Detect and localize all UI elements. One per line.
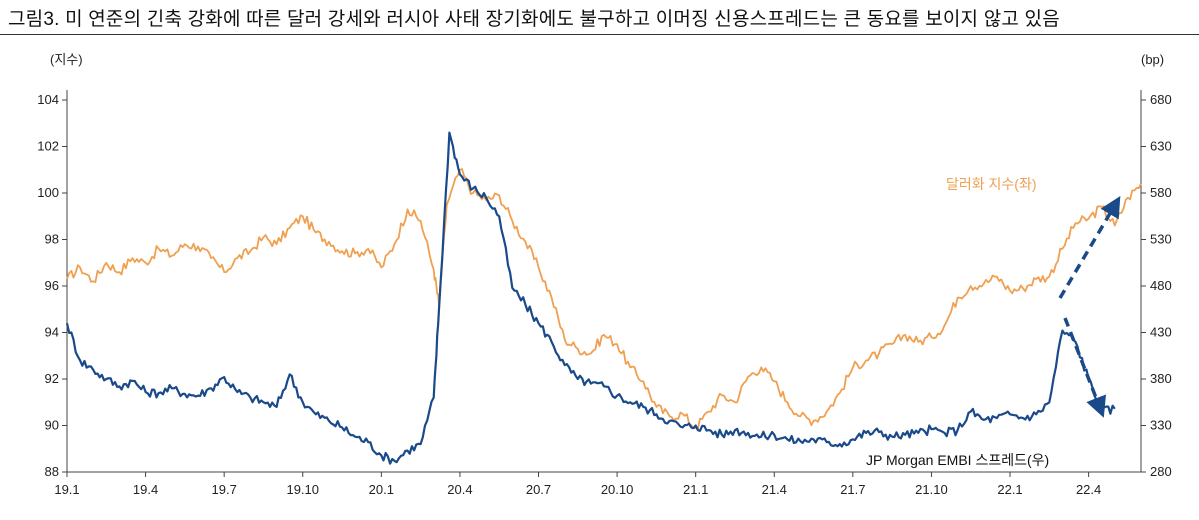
embi-spread-series-label: JP Morgan EMBI 스프레드(우) [866,452,1049,468]
dollar-index-series-label: 달러화 지수(좌) [946,176,1037,192]
x-tick-label: 19.1 [54,482,79,497]
x-tick-label: 21.1 [683,482,708,497]
right-axis-unit-label: (bp) [1141,52,1164,67]
right-tick-label: 580 [1150,185,1172,200]
right-tick-label: 530 [1150,232,1172,247]
up-trend-arrow [1058,195,1121,299]
embi-spread-line [65,131,1116,465]
right-tick-label: 330 [1150,418,1172,433]
x-tick-label: 20.7 [526,482,551,497]
right-tick-label: 430 [1150,325,1172,340]
x-tick-label: 19.7 [212,482,237,497]
x-tick-label: 22.4 [1076,482,1101,497]
left-tick-label: 98 [45,232,59,247]
right-tick-label: 480 [1150,278,1172,293]
left-tick-label: 88 [45,464,59,479]
title-divider [0,34,1199,35]
x-tick-label: 22.1 [997,482,1022,497]
left-tick-label: 104 [37,92,59,107]
right-tick-label: 280 [1150,464,1172,479]
x-tick-label: 21.10 [915,482,948,497]
dollar-index-line [66,168,1142,430]
down-trend-arrow [1063,317,1106,418]
left-tick-label: 92 [45,371,59,386]
x-tick-label: 20.1 [369,482,394,497]
x-tick-label: 20.4 [447,482,472,497]
left-tick-label: 102 [37,139,59,154]
x-tick-label: 21.4 [762,482,787,497]
right-tick-label: 630 [1150,139,1172,154]
left-tick-label: 94 [45,325,59,340]
chart-title: 그림3. 미 연준의 긴축 강화에 따른 달러 강세와 러시아 사태 장기화에도… [8,9,1060,30]
left-tick-label: 100 [37,185,59,200]
left-tick-label: 90 [45,418,59,433]
x-tick-label: 21.7 [840,482,865,497]
left-tick-label: 96 [45,278,59,293]
x-tick-label: 20.10 [601,482,634,497]
right-tick-label: 680 [1150,92,1172,107]
x-tick-label: 19.4 [133,482,158,497]
left-axis-unit-label: (지수) [50,52,83,67]
right-tick-label: 380 [1150,371,1172,386]
x-tick-label: 19.10 [286,482,319,497]
